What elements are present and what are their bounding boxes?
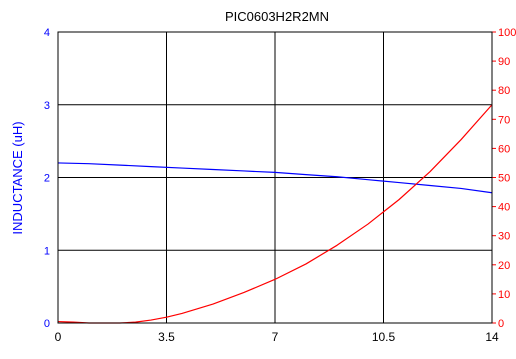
y2-tick-label: 100 bbox=[498, 27, 516, 39]
x-tick-label: 14 bbox=[485, 330, 499, 344]
series-line-left bbox=[57, 162, 493, 194]
y2-tick-label: 50 bbox=[498, 173, 510, 185]
x-tick-label: 7 bbox=[272, 330, 279, 344]
x-tick-label: 0 bbox=[55, 330, 62, 344]
y-tick-label: 2 bbox=[44, 173, 50, 185]
y-tick-label: 4 bbox=[44, 27, 50, 39]
y2-tick-label: 30 bbox=[498, 231, 510, 243]
y2-tick-label: 80 bbox=[498, 85, 510, 97]
y-tick-label: 3 bbox=[44, 100, 50, 112]
y2-tick-label: 40 bbox=[498, 202, 510, 214]
y2-tick-label: 60 bbox=[498, 143, 510, 155]
plot-frame bbox=[57, 31, 493, 324]
grid-layer bbox=[58, 32, 492, 323]
x-tick-label: 10.5 bbox=[372, 330, 396, 344]
chart-title: PIC0603H2R2MN bbox=[225, 9, 329, 24]
y2-tick-label: 70 bbox=[498, 114, 510, 126]
y-tick-label: 1 bbox=[44, 245, 50, 257]
x-tick-label: 3.5 bbox=[158, 330, 175, 344]
y2-tick-label: 0 bbox=[498, 318, 504, 330]
y-axis-label: INDUCTANCE (uH) bbox=[10, 121, 25, 234]
y2-tick-label: 20 bbox=[498, 260, 510, 272]
y-tick-label: 0 bbox=[44, 318, 50, 330]
y2-tick-label: 10 bbox=[498, 289, 510, 301]
y2-tick-label: 90 bbox=[498, 56, 510, 68]
